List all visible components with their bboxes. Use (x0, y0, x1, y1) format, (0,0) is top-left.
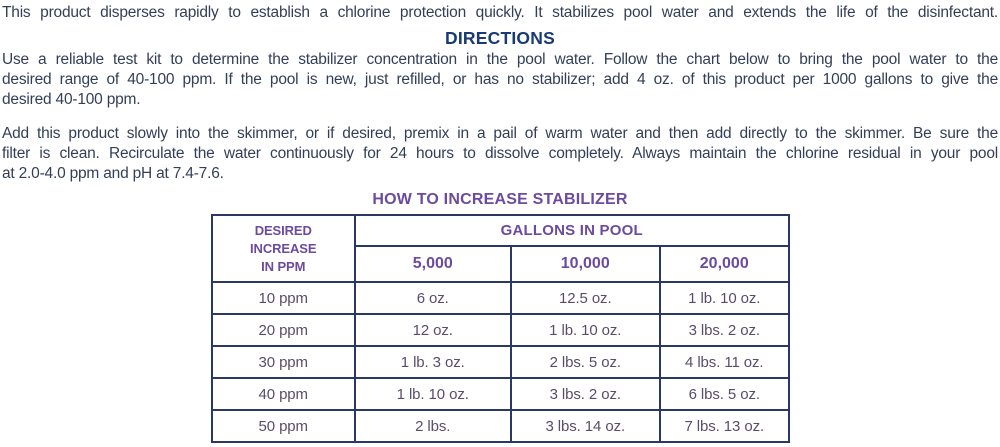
header-line: DESIRED (254, 222, 312, 238)
paragraph-line: desired range of 40-100 ppm. If the pool… (2, 71, 998, 88)
dose-cell: 2 lbs. 5 oz. (509, 345, 661, 379)
paragraph-line: Add this product slowly into the skimmer… (2, 125, 998, 142)
dose-cell: 3 lbs. 2 oz. (509, 377, 661, 411)
dose-cell: 3 lbs. 14 oz. (509, 409, 661, 443)
ppm-cell: 20 ppm (210, 313, 356, 347)
ppm-cell: 50 ppm (210, 409, 356, 443)
stabilizer-dosage-table: DESIRED INCREASE IN PPM GALLONS IN POOL … (210, 214, 790, 443)
dose-cell: 1 lb. 10 oz. (659, 281, 790, 315)
dose-cell: 1 lb. 10 oz. (509, 313, 661, 347)
table-row: 30 ppm 1 lb. 3 oz. 2 lbs. 5 oz. 4 lbs. 1… (210, 345, 790, 379)
table-header-gallons-in-pool: GALLONS IN POOL (353, 214, 790, 247)
table-header-desired-increase: DESIRED INCREASE IN PPM (210, 214, 356, 283)
ppm-cell: 10 ppm (210, 281, 356, 315)
ppm-cell: 30 ppm (210, 345, 356, 379)
dose-cell: 12 oz. (353, 313, 512, 347)
dose-cell: 6 oz. (353, 281, 512, 315)
intro-paragraph: This product disperses rapidly to establ… (0, 3, 1000, 23)
dosing-paragraph: Add this product slowly into the skimmer… (0, 124, 1000, 184)
ppm-cell: 40 ppm (210, 377, 356, 411)
paragraph-line: desired 40-100 ppm. (2, 91, 141, 108)
test-kit-paragraph: Use a reliable test kit to determine the… (0, 50, 1000, 110)
table-header-gallons-10000: 10,000 (509, 245, 661, 283)
table-row: 20 ppm 12 oz. 1 lb. 10 oz. 3 lbs. 2 oz. (210, 313, 790, 347)
table-header-row-2: 5,000 10,000 20,000 (212, 245, 790, 283)
dose-cell: 3 lbs. 2 oz. (659, 313, 790, 347)
header-line: IN PPM (261, 258, 306, 274)
dose-cell: 2 lbs. (353, 409, 512, 443)
paragraph-line: This product disperses rapidly to establ… (2, 4, 998, 21)
dose-cell: 12.5 oz. (509, 281, 661, 315)
table-row: 10 ppm 6 oz. 12.5 oz. 1 lb. 10 oz. (210, 281, 790, 315)
dose-cell: 1 lb. 3 oz. (353, 345, 512, 379)
paragraph-line: Use a reliable test kit to determine the… (2, 51, 998, 68)
header-line: INCREASE (250, 240, 317, 256)
table-header-gallons-20000: 20,000 (659, 245, 790, 283)
dose-cell: 6 lbs. 5 oz. (659, 377, 790, 411)
dose-cell: 4 lbs. 11 oz. (659, 345, 790, 379)
table-header-row-1: DESIRED INCREASE IN PPM GALLONS IN POOL (210, 214, 790, 283)
dose-cell: 7 lbs. 13 oz. (659, 409, 790, 443)
directions-heading: DIRECTIONS (445, 28, 555, 48)
dose-cell: 1 lb. 10 oz. (353, 377, 512, 411)
table-row: 50 ppm 2 lbs. 3 lbs. 14 oz. 7 lbs. 13 oz… (210, 409, 790, 443)
paragraph-line: at 2.0-4.0 ppm and pH at 7.4-7.6. (2, 165, 224, 182)
paragraph-line: filter is clean. Recirculate the water c… (2, 145, 998, 162)
stabilizer-table-title: HOW TO INCREASE STABILIZER (372, 191, 628, 208)
table-row: 40 ppm 1 lb. 10 oz. 3 lbs. 2 oz. 6 lbs. … (210, 377, 790, 411)
table-header-gallons-5000: 5,000 (353, 245, 512, 283)
